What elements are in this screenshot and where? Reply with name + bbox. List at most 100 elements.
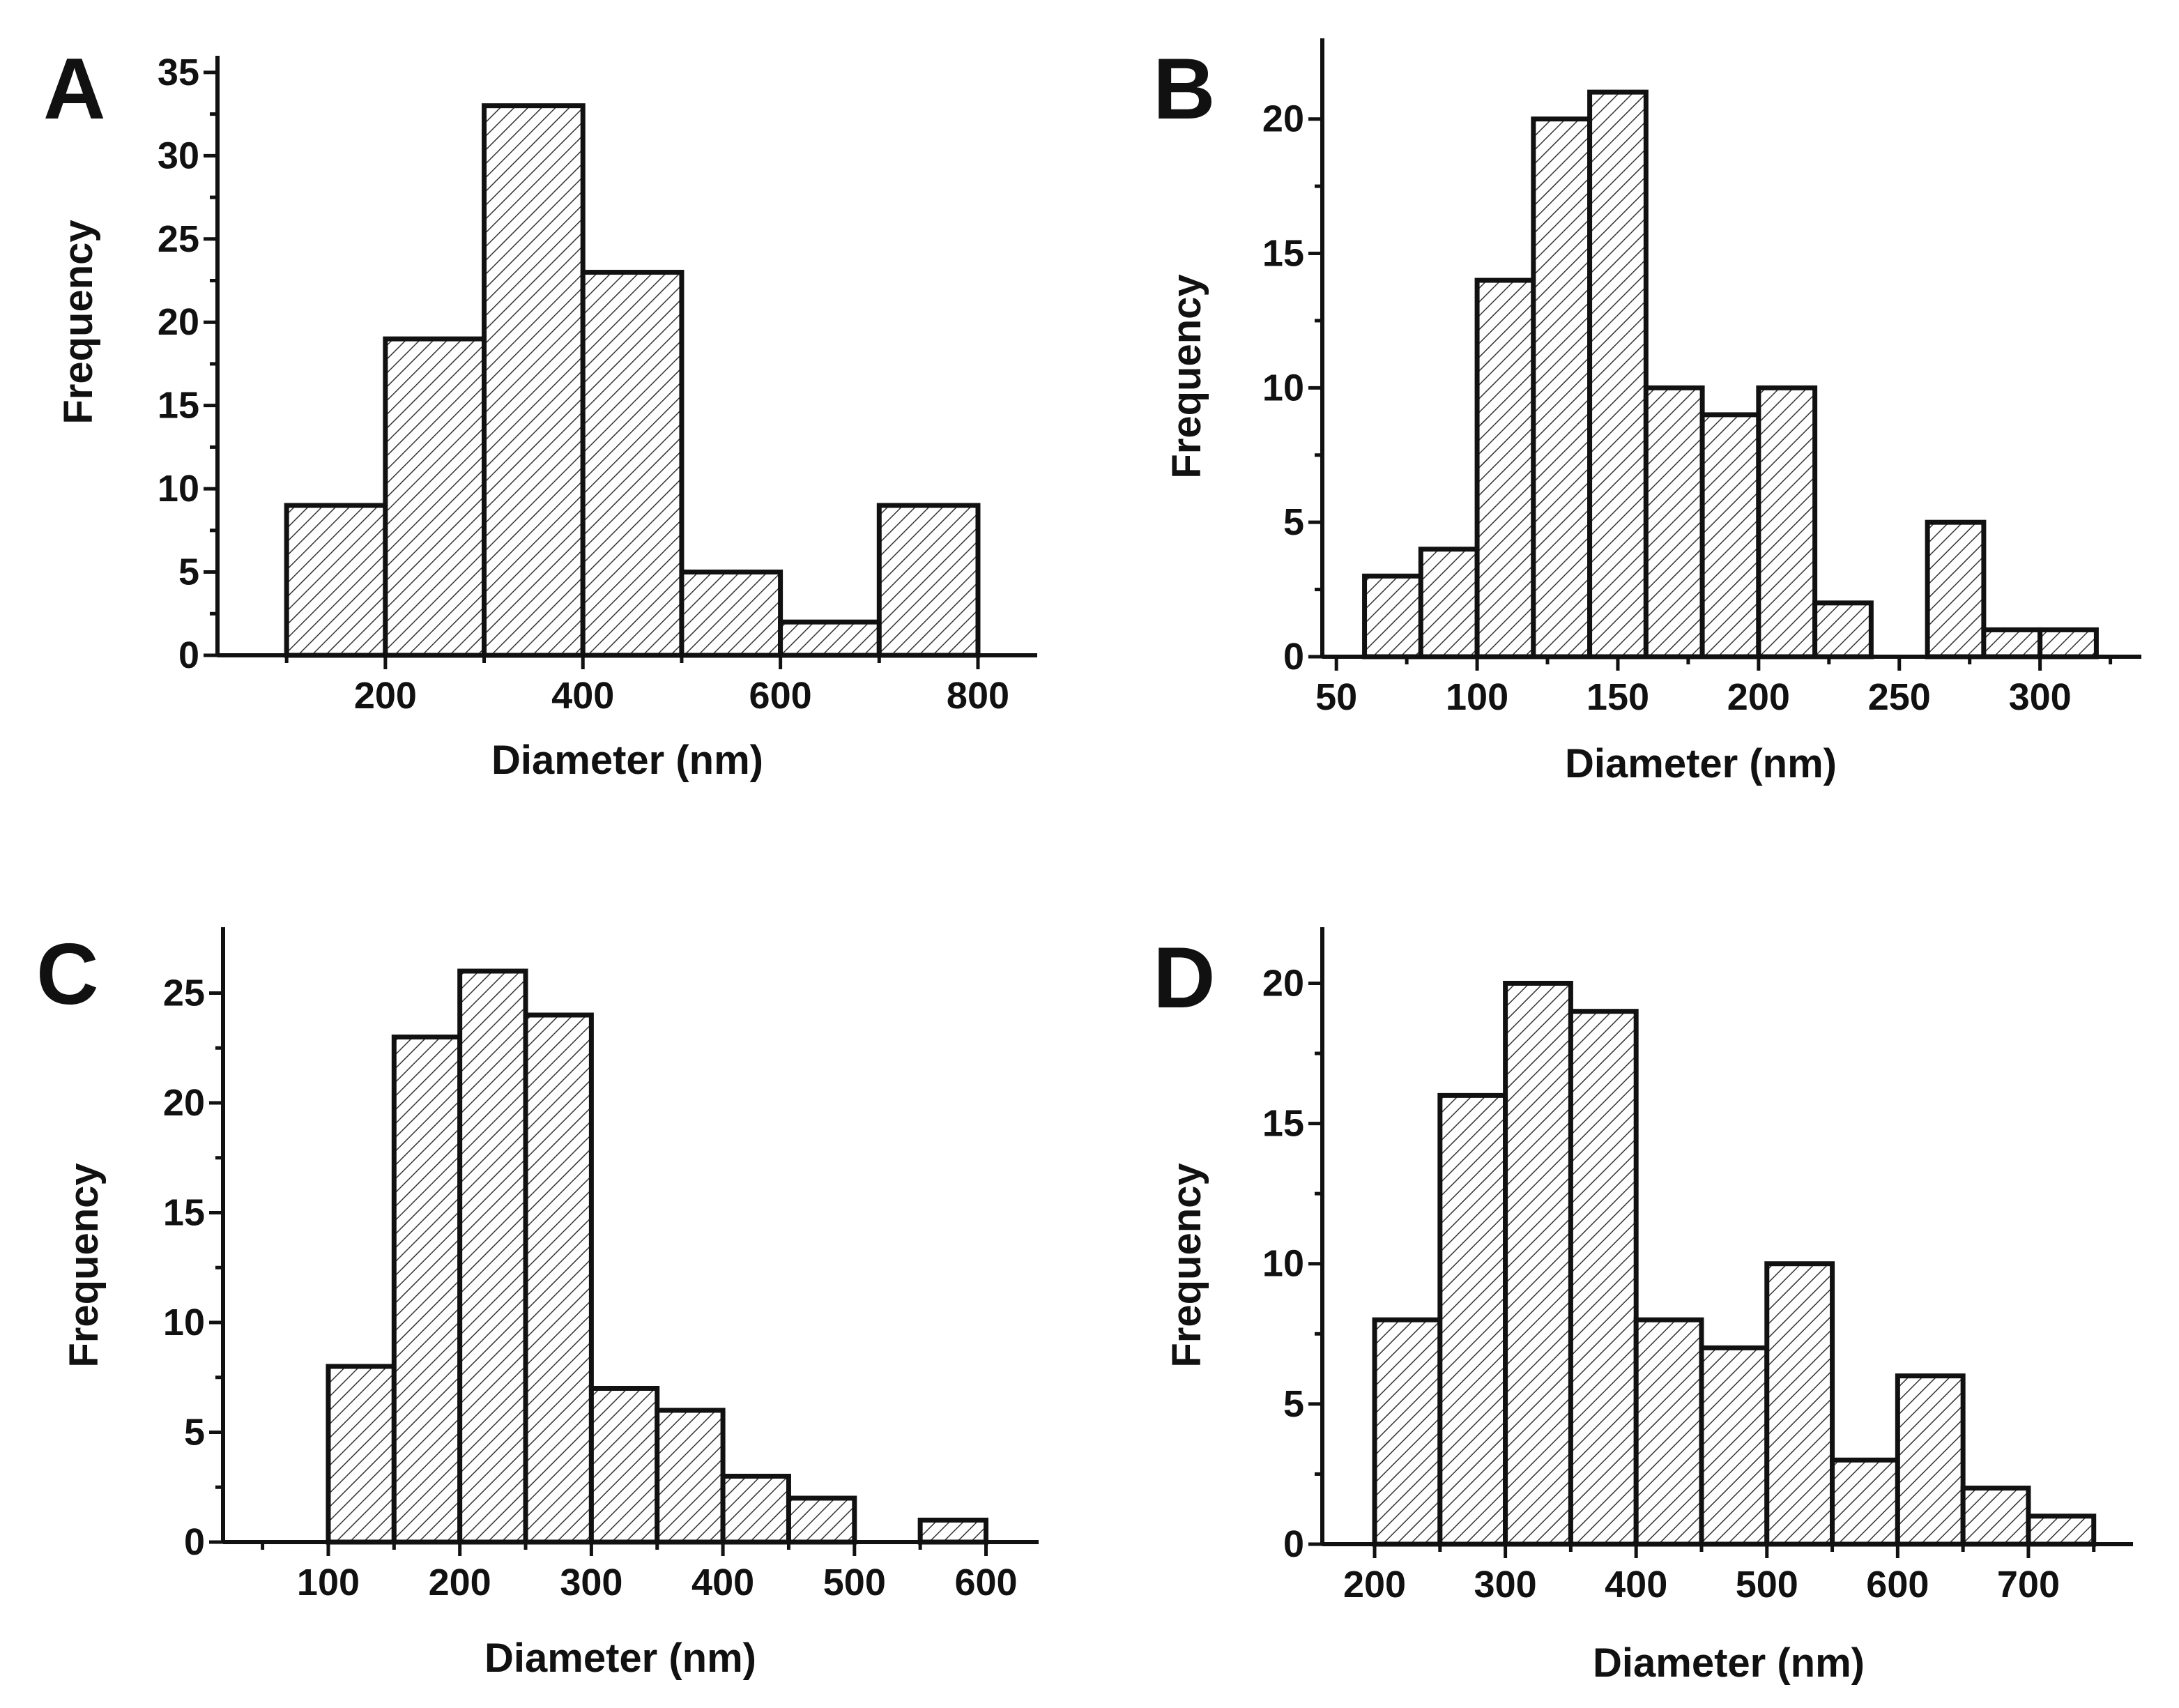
histogram-bar [1756,385,1818,659]
chart-panel-a: A 200 400 600 800 0 5 10 15 20 25 30 35 Diameter (n… [43,41,1037,783]
histogram-bar [1437,1092,1508,1547]
x-tick-label: 200 [429,1562,491,1603]
y-axis-title-b: Frequency [1164,274,1209,478]
x-tick-label: 300 [1474,1564,1537,1606]
x-tick-label: 200 [354,675,417,717]
y-tick-label: 10 [1262,1243,1304,1285]
ticks-d: 200 300 400 500 600 700 0 5 10 15 20 [1262,962,2096,1606]
x-tick-label: 800 [947,675,1009,717]
histogram-bar [1981,627,2043,659]
y-tick-label: 20 [158,301,199,343]
y-tick-label: 25 [163,973,205,1014]
histogram-bar [1531,116,1593,659]
histogram-bar [1633,1317,1704,1547]
histogram-bar [457,968,528,1545]
histogram-bar [655,1408,726,1545]
histogram-bar [2026,1513,2097,1547]
histogram-bar [1587,89,1649,659]
y-tick-label: 20 [1262,98,1304,140]
y-tick-label: 0 [178,634,199,676]
ticks-a: 200 400 600 800 0 5 10 15 20 25 30 35 [158,52,1009,717]
y-tick-label: 15 [1262,233,1304,275]
histogram-bar [917,1518,989,1545]
x-tick-label: 250 [1868,676,1931,718]
histogram-bar [1643,385,1705,659]
y-tick-label: 15 [163,1192,205,1234]
histogram-bar [482,103,586,658]
histogram-bar [1764,1261,1835,1547]
bars-d [1372,980,2097,1547]
histogram-bar [1960,1486,2031,1547]
x-tick-label: 50 [1315,676,1357,718]
histogram-bar [1372,1317,1443,1547]
x-tick-label: 600 [954,1562,1017,1603]
y-tick-label: 0 [184,1521,205,1563]
y-tick-label: 15 [158,385,199,427]
panel-letter-d: D [1153,930,1216,1026]
histogram-bar [326,1364,397,1545]
x-tick-label: 150 [1587,676,1649,718]
x-tick-label: 300 [560,1562,622,1603]
x-tick-label: 500 [823,1562,886,1603]
histogram-bar [2037,627,2099,659]
x-tick-label: 600 [1866,1564,1929,1606]
chart-panel-c: C 100 200 300 400 500 600 0 5 10 15 20 25 Diameter … [36,927,1039,1681]
panel-letter-c: C [36,927,99,1023]
y-axis-title-c: Frequency [61,1163,107,1367]
x-tick-label: 500 [1736,1564,1798,1606]
chart-panel-d: D 200 300 400 500 600 700 0 5 10 15 20 Diameter (n… [1153,927,2133,1686]
x-tick-label: 400 [551,675,614,717]
histogram-bar [1418,547,1480,659]
x-tick-label: 700 [1997,1564,2060,1606]
axes-d [1320,927,2133,1546]
y-tick-label: 10 [163,1302,205,1343]
y-tick-label: 0 [1283,1523,1304,1565]
x-tick-label: 300 [2009,676,2072,718]
y-tick-label: 5 [1283,501,1304,543]
y-tick-label: 5 [178,551,199,593]
histogram-bar [391,1035,463,1545]
histogram-bar [679,570,783,658]
y-tick-label: 20 [1262,962,1304,1004]
chart-panel-b: B 50 100 150 200 250 300 0 5 10 15 20 Diameter (nm… [1153,38,2141,786]
histogram-bar [588,1386,660,1545]
x-axis-title-a: Diameter (nm) [491,738,763,783]
y-tick-label: 10 [1262,367,1304,409]
histogram-bar [1895,1373,1966,1547]
bars-a [284,103,981,658]
axes-c [221,927,1039,1544]
x-tick-label: 600 [749,675,812,717]
x-axis-title-c: Diameter (nm) [484,1635,756,1681]
y-axis-title-d: Frequency [1164,1163,1209,1367]
histogram-bar [1568,1009,1639,1547]
histogram-bar [523,1012,594,1545]
histogram-bar [1699,1345,1770,1547]
x-tick-label: 100 [1446,676,1508,718]
histogram-bar [284,503,388,658]
histogram-bar [778,619,882,658]
panel-letter-a: A [43,41,106,137]
y-tick-label: 10 [158,468,199,510]
histogram-bar [1925,519,1987,659]
x-tick-label: 200 [1727,676,1790,718]
y-tick-label: 25 [158,218,199,260]
y-tick-label: 15 [1262,1103,1304,1145]
histogram-bar [1474,277,1536,659]
histogram-bar [1503,980,1573,1547]
y-tick-label: 35 [158,52,199,93]
y-tick-label: 5 [184,1412,205,1454]
histogram-bar [1362,573,1423,659]
bars-b [1362,89,2099,659]
bars-c [326,968,989,1545]
histogram-bar [1812,600,1874,659]
x-tick-label: 100 [297,1562,360,1603]
x-tick-label: 400 [691,1562,754,1603]
x-tick-label: 200 [1343,1564,1406,1606]
y-axis-title-a: Frequency [56,220,101,424]
y-tick-label: 30 [158,135,199,176]
histogram-bar [580,270,685,658]
histogram-bar [1830,1457,1900,1547]
histogram-bar [1699,412,1761,659]
ticks-b: 50 100 150 200 250 300 0 5 10 15 20 [1262,98,2113,718]
y-tick-label: 5 [1283,1383,1304,1425]
